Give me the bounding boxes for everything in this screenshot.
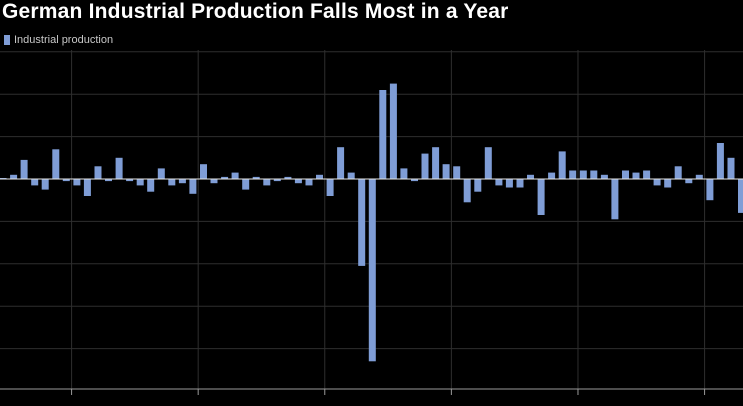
bar-64 (674, 166, 682, 179)
bar-1 (10, 174, 18, 179)
bar-56 (590, 170, 598, 179)
bar-52 (548, 172, 556, 179)
chart-legend: Industrial production (4, 34, 113, 46)
bar-27 (284, 176, 292, 179)
bar-26 (273, 179, 281, 182)
bar-43 (453, 166, 461, 179)
bar-39 (411, 179, 418, 182)
bar-13 (136, 179, 144, 186)
bar-24 (252, 176, 260, 179)
legend-label: Industrial production (14, 34, 114, 46)
bar-11 (115, 157, 123, 179)
bar-41 (432, 147, 440, 179)
bar-32 (337, 147, 345, 179)
bar-45 (474, 179, 482, 192)
chart-title: German Industrial Production Falls Most … (2, 0, 509, 23)
bar-38 (400, 168, 408, 179)
bar-series (0, 83, 743, 362)
bar-47 (495, 179, 503, 186)
bar-67 (706, 179, 714, 201)
bar-14 (147, 179, 155, 192)
bar-36 (379, 90, 387, 179)
bar-20 (210, 179, 218, 184)
bar-46 (484, 147, 492, 179)
bar-21 (221, 176, 229, 179)
bar-40 (421, 153, 429, 179)
bar-18 (189, 179, 197, 194)
bar-19 (200, 164, 207, 179)
bar-4 (41, 179, 49, 190)
bar-37 (389, 83, 397, 179)
bar-63 (664, 179, 672, 188)
bar-44 (463, 179, 471, 203)
bar-10 (105, 179, 112, 182)
bar-6 (62, 179, 70, 182)
bar-23 (242, 179, 250, 190)
bar-17 (178, 179, 186, 184)
bar-51 (537, 179, 545, 215)
legend-swatch (4, 35, 10, 45)
bar-69 (727, 157, 735, 179)
bar-9 (94, 166, 102, 179)
bar-15 (157, 168, 165, 179)
bar-60 (632, 172, 640, 179)
bar-66 (695, 174, 703, 179)
bar-65 (685, 179, 693, 184)
bar-31 (326, 179, 334, 196)
bar-7 (73, 179, 81, 186)
bar-68 (716, 143, 724, 179)
bar-28 (294, 179, 302, 184)
bar-5 (52, 149, 60, 179)
bar-16 (168, 179, 176, 186)
bar-35 (368, 179, 376, 362)
bar-3 (31, 179, 39, 186)
bar-22 (231, 172, 239, 179)
bar-70 (738, 179, 743, 213)
bar-25 (263, 179, 271, 186)
bar-53 (558, 151, 566, 179)
x-axis-ticks (71, 389, 706, 395)
bar-42 (442, 164, 450, 179)
bar-54 (569, 170, 577, 179)
bar-8 (83, 179, 91, 196)
bar-29 (305, 179, 313, 186)
bar-61 (643, 170, 651, 179)
bar-57 (600, 174, 608, 179)
bar-12 (126, 179, 134, 182)
bar-2 (20, 159, 28, 179)
bar-30 (316, 174, 323, 179)
bar-62 (653, 179, 661, 186)
bar-58 (611, 179, 619, 220)
bar-55 (579, 170, 587, 179)
bar-33 (347, 172, 355, 179)
bar-34 (358, 179, 366, 266)
bar-49 (516, 179, 524, 188)
bar-59 (622, 170, 629, 179)
bar-50 (527, 174, 534, 179)
bar-48 (505, 179, 513, 188)
